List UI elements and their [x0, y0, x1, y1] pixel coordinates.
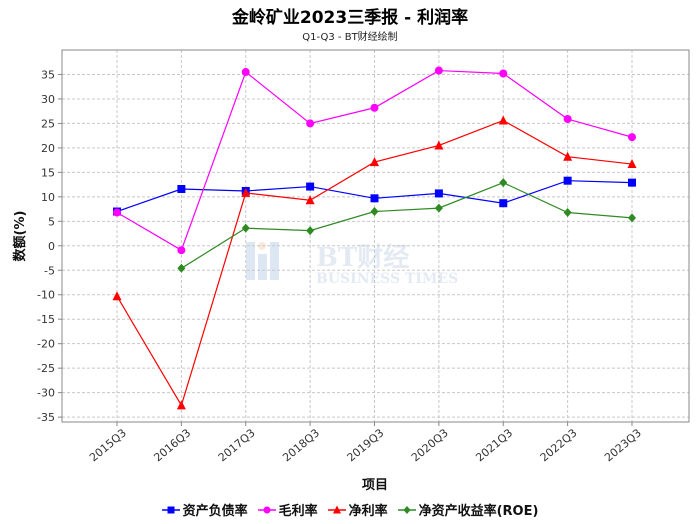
legend-item-3: 净资产收益率(ROE)	[397, 500, 539, 519]
y-tick-label: 10	[41, 191, 55, 204]
data-point	[563, 176, 572, 185]
y-tick-label: -30	[37, 387, 55, 400]
y-tick-label: 30	[41, 93, 55, 106]
series-group	[112, 66, 637, 410]
data-point	[563, 208, 572, 218]
data-point	[499, 199, 508, 208]
data-point	[370, 194, 379, 203]
series-2	[112, 115, 637, 410]
data-point	[563, 151, 573, 161]
data-point	[305, 195, 315, 205]
legend-marker	[403, 505, 411, 514]
y-tick-label: 20	[41, 142, 55, 155]
data-point	[177, 263, 186, 273]
legend-label: 毛利率	[278, 504, 318, 519]
data-point	[627, 159, 637, 169]
legend-label: 资产负债率	[182, 504, 248, 519]
legend-marker	[167, 506, 175, 513]
legend-label: 净资产收益率(ROE)	[418, 504, 539, 519]
y-tick-label: 35	[41, 68, 55, 81]
data-point	[434, 203, 443, 213]
y-tick-label: -15	[37, 313, 55, 326]
data-point	[434, 66, 443, 75]
series-1	[113, 66, 636, 255]
x-axis: 2015Q3 2016Q3 2017Q3 2018Q3 2019Q3 2020Q3 2021…	[87, 422, 644, 464]
chart-subtitle: Q1-Q3 - BT财经绘制	[302, 32, 398, 43]
data-point	[306, 226, 315, 236]
y-tick-label: -10	[37, 289, 55, 302]
data-point	[628, 178, 636, 187]
y-tick-label: 15	[41, 166, 55, 179]
y-tick-label: 0	[48, 240, 55, 253]
y-tick-label: 5	[48, 215, 55, 228]
y-tick-label: -5	[44, 264, 55, 277]
data-point	[498, 115, 508, 125]
data-point	[499, 178, 508, 188]
y-tick-label: -25	[37, 362, 55, 375]
data-point	[563, 115, 572, 124]
data-point	[628, 133, 636, 142]
watermark-sub: BUSINESS TIMES	[316, 271, 458, 287]
data-point	[241, 68, 250, 77]
data-point	[370, 157, 379, 167]
x-tick-label: 2020Q3	[409, 426, 451, 464]
x-tick-label: 2019Q3	[345, 426, 387, 464]
chart-title: 金岭矿业2023三季报 - 利润率	[231, 8, 469, 28]
data-point	[306, 182, 315, 191]
data-point	[628, 213, 636, 223]
legend-item-2: 净利率	[327, 500, 388, 519]
legend: 资产负债率 毛利率 净利率 净资产收益率(ROE)	[0, 500, 700, 519]
legend-label: 净利率	[348, 504, 388, 519]
data-point	[176, 400, 186, 410]
x-tick-label: 2022Q3	[538, 426, 580, 464]
legend-swatch	[327, 505, 346, 513]
data-point	[499, 69, 508, 78]
data-point	[241, 187, 251, 197]
legend-item-0: 资产负债率	[161, 500, 248, 519]
data-point	[113, 208, 121, 217]
line-chart: BT财经 BUSINESS TIMES -35 -30 -25 -20 -15 -10 -5…	[12, 49, 690, 493]
y-tick-label: -20	[37, 338, 55, 351]
data-point	[112, 291, 122, 301]
x-tick-label: 2015Q3	[87, 426, 129, 464]
x-axis-label: 项目	[362, 478, 388, 493]
legend-marker	[263, 506, 271, 513]
x-tick-label: 2018Q3	[280, 426, 322, 464]
x-tick-label: 2023Q3	[602, 426, 644, 464]
legend-marker	[332, 505, 341, 513]
data-point	[241, 223, 250, 233]
y-tick-label: 25	[41, 117, 55, 130]
data-point	[434, 189, 443, 198]
data-point	[177, 185, 186, 194]
data-point	[434, 140, 444, 150]
x-tick-label: 2017Q3	[216, 426, 258, 464]
data-point	[306, 119, 315, 128]
x-tick-label: 2016Q3	[152, 426, 194, 464]
legend-swatch	[161, 506, 180, 513]
data-point	[177, 246, 186, 255]
series-3	[177, 178, 636, 273]
legend-swatch	[257, 506, 276, 513]
series-line	[181, 181, 633, 269]
legend-swatch	[397, 505, 416, 514]
data-point	[370, 207, 379, 217]
y-axis: -35 -30 -25 -20 -15 -10 -5 0 5 10 15 20 25 30 35	[37, 68, 62, 424]
grid	[62, 50, 689, 422]
y-axis-label: 数额(%)	[12, 211, 28, 262]
watermark-brand: BT财经	[316, 242, 409, 273]
data-point	[370, 103, 379, 112]
legend-item-1: 毛利率	[257, 500, 318, 519]
plot-area-border	[61, 49, 690, 423]
y-tick-label: -35	[37, 411, 55, 424]
watermark-logo: BT财经 BUSINESS TIMES	[246, 242, 458, 287]
x-tick-label: 2021Q3	[473, 426, 515, 464]
